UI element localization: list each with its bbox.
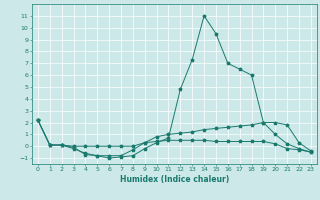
X-axis label: Humidex (Indice chaleur): Humidex (Indice chaleur) [120, 175, 229, 184]
